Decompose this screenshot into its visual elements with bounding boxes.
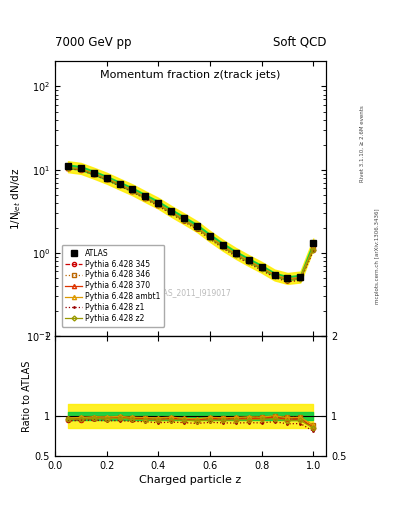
Text: mcplots.cern.ch [arXiv:1306.3436]: mcplots.cern.ch [arXiv:1306.3436] — [375, 208, 380, 304]
Y-axis label: 1/N$_{jet}$ dN/dz: 1/N$_{jet}$ dN/dz — [9, 167, 24, 230]
Text: 7000 GeV pp: 7000 GeV pp — [55, 36, 132, 49]
Legend: ATLAS, Pythia 6.428 345, Pythia 6.428 346, Pythia 6.428 370, Pythia 6.428 ambt1,: ATLAS, Pythia 6.428 345, Pythia 6.428 34… — [62, 245, 164, 327]
Text: Momentum fraction z(track jets): Momentum fraction z(track jets) — [101, 70, 281, 80]
X-axis label: Charged particle z: Charged particle z — [140, 475, 242, 485]
Text: Soft QCD: Soft QCD — [273, 36, 326, 49]
Y-axis label: Ratio to ATLAS: Ratio to ATLAS — [22, 360, 32, 432]
Text: Rivet 3.1.10, ≥ 2.6M events: Rivet 3.1.10, ≥ 2.6M events — [360, 105, 365, 182]
Text: ATLAS_2011_I919017: ATLAS_2011_I919017 — [150, 288, 231, 297]
